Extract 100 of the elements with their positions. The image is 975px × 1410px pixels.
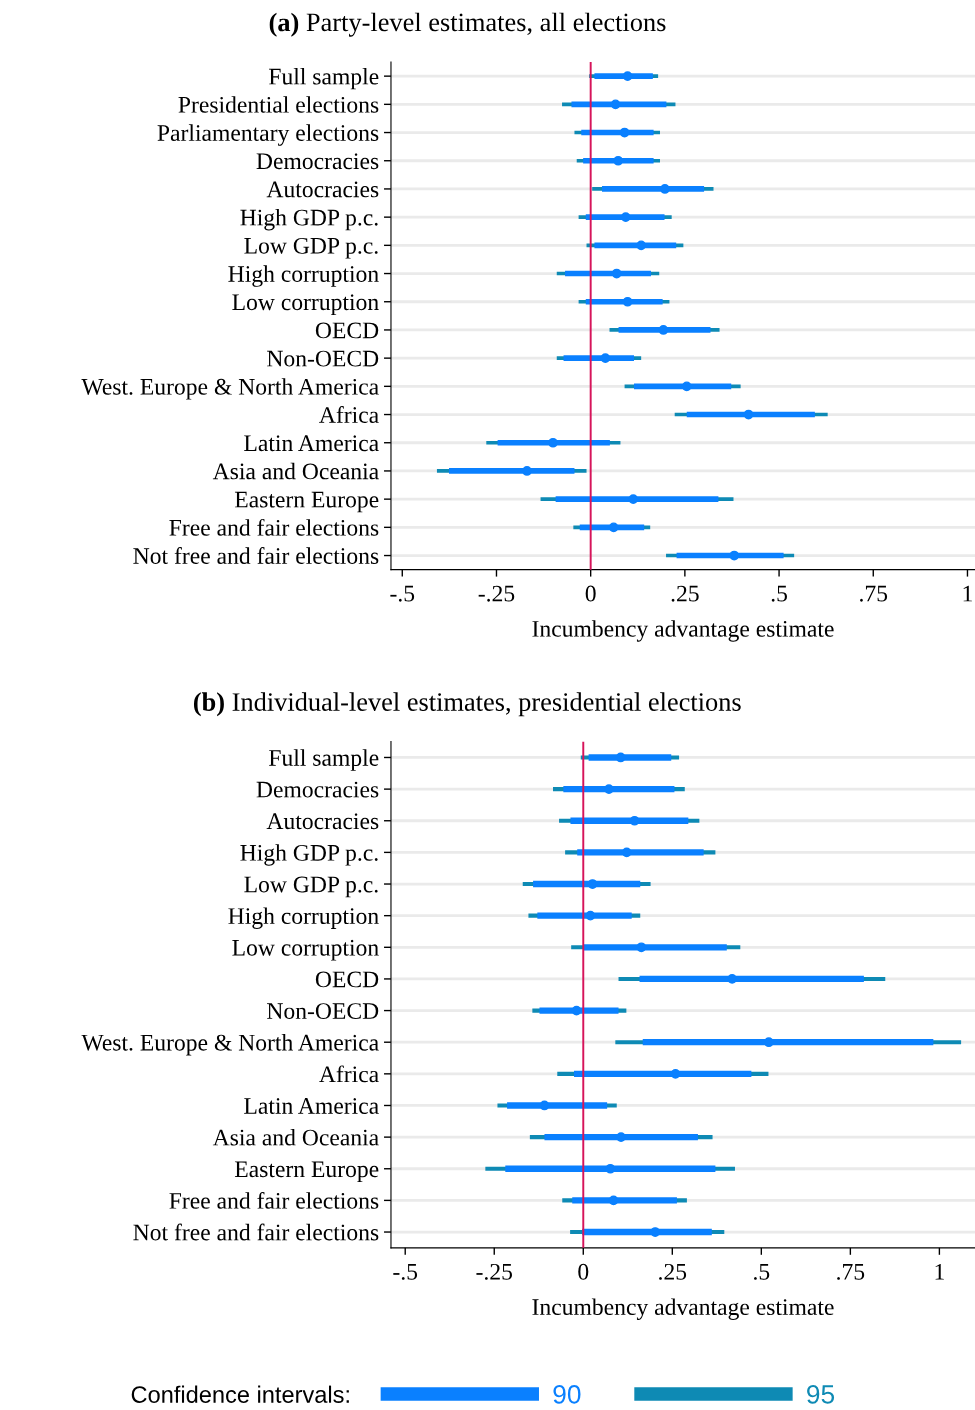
- y-tick-label: Latin America: [244, 1098, 379, 1114]
- point: [548, 437, 558, 448]
- bar: [539, 1007, 619, 1014]
- y-tick-label: Africa: [319, 1065, 379, 1083]
- point: [600, 353, 611, 364]
- point: [604, 784, 614, 794]
- x-tick-label: -.5: [390, 585, 415, 602]
- y-tick-label: Democracies: [256, 781, 379, 798]
- x-tick-label: -.25: [476, 1263, 513, 1280]
- legend-title: Confidence intervals:: [131, 1385, 349, 1403]
- y-tick-label: Parliamentary elections: [157, 124, 379, 146]
- bar: [583, 157, 654, 164]
- y-tick-label: High corruption: [228, 907, 379, 929]
- point: [619, 127, 630, 138]
- point: [539, 1100, 550, 1111]
- point: [670, 1068, 681, 1079]
- y-tick-label: Eastern Europe: [234, 491, 379, 513]
- y-tick-label: Latin America: [244, 435, 379, 452]
- point: [658, 325, 669, 335]
- point: [629, 815, 640, 826]
- point: [621, 847, 632, 858]
- point: [571, 1005, 582, 1016]
- y-tick-label: High corruption: [228, 265, 379, 287]
- x-tick-label: .25: [671, 585, 699, 602]
- bar: [572, 1197, 677, 1204]
- y-tick-label: Non-OECD: [267, 350, 379, 367]
- y-tick-label: Free and fair elections: [169, 1191, 379, 1209]
- text: 90: [553, 1385, 581, 1404]
- y-tick-label: Full sample: [269, 749, 379, 771]
- point: [628, 494, 639, 505]
- y-tick-label: Democracies: [256, 153, 379, 170]
- y-tick-label: Not free and fair elections: [133, 547, 379, 564]
- y-tick-label: High GDP p.c.: [240, 844, 378, 866]
- y-tick-label: Full sample: [269, 67, 379, 90]
- bar: [639, 975, 864, 983]
- y-tick-label: Low corruption: [232, 939, 379, 961]
- point: [611, 268, 622, 279]
- y-tick-label: Not free and fair elections: [133, 1223, 379, 1241]
- bar: [642, 1039, 934, 1046]
- x-tick-label: .5: [754, 1264, 770, 1280]
- x-tick-label: 0: [578, 1263, 589, 1280]
- x-axis-title: Incumbency advantage estimate: [532, 620, 834, 642]
- point: [727, 974, 737, 984]
- bar: [449, 468, 575, 474]
- point: [729, 550, 740, 561]
- y-tick-label: Africa: [319, 406, 379, 423]
- point: [605, 1163, 616, 1174]
- x-axis-title: Incumbency advantage estimate: [532, 1298, 834, 1320]
- y-tick-label: Low corruption: [232, 294, 379, 315]
- y-tick-label: West. Europe & North America: [81, 1034, 379, 1056]
- bar: [507, 1102, 608, 1109]
- y-tick-label: Asia and Oceania: [212, 1128, 379, 1146]
- bar: [537, 912, 632, 919]
- bar: [577, 849, 704, 856]
- point: [522, 466, 532, 476]
- point: [681, 381, 692, 392]
- bar: [555, 496, 719, 502]
- point: [613, 155, 624, 166]
- y-tick-label: Autocracies: [266, 813, 379, 830]
- point: [610, 99, 621, 110]
- x-tick-label: 1: [935, 1263, 944, 1280]
- y-tick-label: OECD: [315, 322, 379, 339]
- bar: [585, 214, 665, 220]
- bar: [618, 327, 711, 333]
- point: [743, 409, 754, 420]
- y-tick-label: Non-OECD: [267, 1003, 379, 1019]
- point: [608, 522, 619, 533]
- x-tick-label: .25: [659, 1263, 687, 1280]
- x-tick-label: 1: [963, 585, 972, 602]
- point: [587, 879, 598, 889]
- point: [636, 240, 647, 251]
- x-tick-label: -.5: [393, 1264, 418, 1280]
- bar: [497, 439, 610, 446]
- x-tick-label: 0: [585, 585, 596, 602]
- point: [660, 184, 670, 194]
- text: 95: [807, 1385, 835, 1404]
- y-tick-label: Low GDP p.c.: [244, 876, 378, 898]
- y-tick-label: Autocracies: [266, 181, 379, 198]
- x-tick-label: .5: [771, 585, 787, 602]
- y-tick-label: High GDP p.c.: [240, 208, 378, 231]
- y-tick-label: Asia and Oceania: [212, 462, 379, 480]
- bar: [601, 186, 705, 192]
- x-tick-label: .75: [860, 585, 888, 602]
- bar: [585, 298, 663, 305]
- chart-title: (a) Party-level estimates, all elections: [269, 12, 666, 37]
- y-tick-label: West. Europe & North America: [81, 378, 379, 400]
- point: [622, 71, 633, 82]
- point: [608, 1195, 619, 1206]
- point: [615, 752, 626, 763]
- x-tick-label: .75: [837, 1264, 865, 1280]
- bar: [588, 754, 672, 761]
- y-tick-label: OECD: [315, 971, 379, 988]
- bar: [594, 73, 653, 79]
- x-tick-label: -.25: [478, 585, 515, 602]
- y-tick-label: Presidential elections: [178, 96, 379, 113]
- bar: [505, 1165, 716, 1172]
- point: [636, 942, 647, 953]
- y-tick-label: Eastern Europe: [234, 1161, 379, 1182]
- chart-title: (b) Individual-level estimates, presidential elections: [193, 692, 741, 717]
- point: [620, 212, 631, 223]
